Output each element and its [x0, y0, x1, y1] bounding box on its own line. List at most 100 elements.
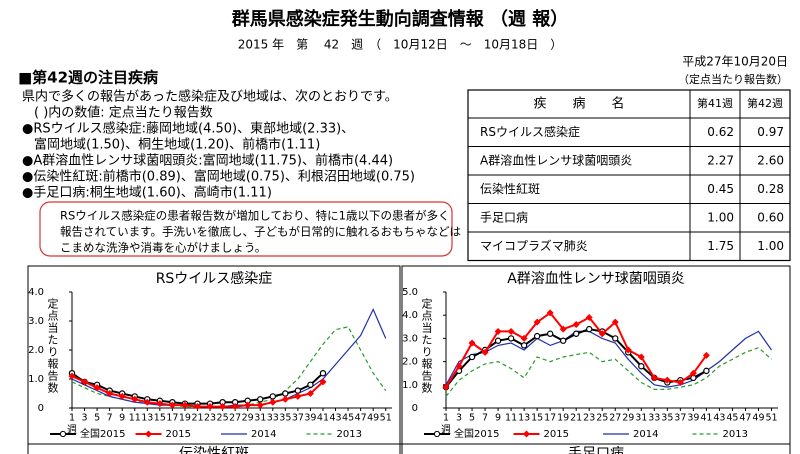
table-caption: （定点当たり報告数）	[678, 72, 788, 86]
x-tick-label: 31	[635, 413, 647, 424]
marker	[468, 353, 476, 361]
marker	[181, 401, 189, 409]
marker	[598, 330, 606, 338]
section-line: ●伝染性紅斑:前橋市(0.89)、富岡地域(0.75)、利根沼田地域(0.75)	[22, 169, 415, 185]
chart-title: RSウイルス感染症	[156, 270, 273, 287]
x-tick-label: 43	[713, 413, 725, 424]
marker	[507, 327, 515, 335]
marker	[611, 318, 619, 326]
marker	[637, 353, 645, 361]
table-cell: マイコプラズマ肺炎	[480, 238, 588, 253]
marker	[131, 395, 139, 403]
marker	[193, 403, 201, 411]
marker	[244, 401, 252, 409]
x-tick-label: 27	[609, 413, 621, 424]
marker	[468, 339, 476, 347]
x-tick-label: 49	[752, 413, 764, 424]
x-tick-label: 43	[329, 413, 341, 424]
x-tick-label: 35	[661, 413, 673, 424]
marker	[219, 403, 227, 411]
marker	[638, 363, 645, 370]
table-cell: 1.00	[707, 210, 734, 224]
marker	[663, 376, 671, 384]
y-tick-label: 0	[412, 403, 418, 414]
x-tick-label: 37	[292, 413, 304, 424]
marker	[559, 325, 567, 333]
y-tick-label: 3.0	[402, 333, 418, 344]
x-tick-label: 31	[254, 413, 266, 424]
marker	[93, 384, 101, 392]
y-tick-label: 3.0	[28, 316, 44, 327]
marker	[156, 400, 164, 408]
marker	[520, 342, 528, 349]
legend-label: 2013	[723, 429, 748, 440]
table-header: 疾 病 名	[533, 96, 624, 112]
series-line	[71, 326, 387, 408]
marker	[650, 374, 658, 382]
next-chart-title: 伝染性紅斑	[179, 446, 249, 454]
legend-label: 2014	[251, 429, 276, 440]
table-header: 第41週	[697, 96, 733, 110]
marker	[306, 390, 314, 397]
legend-label: 2014	[633, 429, 658, 440]
marker	[442, 383, 450, 391]
table-cell: 0.62	[707, 125, 734, 139]
x-tick-label: 7	[482, 413, 488, 424]
next-chart-title: 手足口病	[568, 446, 624, 454]
x-tick-label: 27	[229, 413, 241, 424]
x-tick-label: 5	[469, 413, 475, 424]
notice-line: こまめな洗浄や消毒を心がけましょう。	[60, 241, 266, 255]
x-tick-label: 3	[82, 413, 88, 424]
x-tick-label: 33	[648, 413, 660, 424]
marker	[546, 330, 554, 337]
legend-label: 全国2015	[454, 427, 499, 440]
legend-marker	[523, 430, 530, 438]
marker	[585, 314, 593, 322]
x-tick-label: 45	[342, 413, 354, 424]
x-tick-label: 29	[622, 413, 634, 424]
notice-box	[39, 201, 453, 257]
x-tick-label: 21	[191, 413, 203, 424]
x-tick-label: 23	[583, 413, 595, 424]
section-line: ●A群溶血性レンサ球菌咽頭炎:富岡地域(11.75)、前橋市(4.44)	[22, 153, 393, 169]
marker	[689, 369, 697, 377]
chart-title: A群溶血性レンサ球菌咽頭炎	[507, 271, 685, 287]
section-heading: ■第42週の注目疾病	[18, 69, 158, 87]
x-tick-label: 39	[304, 413, 316, 424]
legend-marker	[145, 430, 152, 438]
x-tick-label: 41	[317, 413, 329, 424]
x-tick-label: 45	[726, 413, 738, 424]
table-cell: 1.00	[757, 239, 784, 253]
marker	[81, 378, 89, 386]
y-tick-label: 5.0	[402, 287, 418, 298]
legend-marker	[433, 430, 441, 438]
x-tick-label: 47	[355, 413, 367, 424]
notice-line: 報告されています。手洗いを徹底し、子どもが日常的に触れるおもちゃなどは	[60, 225, 461, 239]
x-tick-label: 11	[129, 413, 141, 424]
marker	[702, 351, 710, 359]
y-tick-label: 0	[38, 403, 44, 414]
marker	[676, 378, 684, 386]
table-cell: 0.45	[707, 182, 734, 196]
x-tick-label: 11	[505, 413, 517, 424]
x-tick-label: 25	[596, 413, 608, 424]
legend-label: 2013	[337, 429, 362, 440]
x-tick-label: 47	[739, 413, 751, 424]
marker	[282, 390, 289, 397]
x-tick-label: 17	[166, 413, 178, 424]
marker	[143, 398, 151, 406]
marker	[118, 392, 126, 400]
x-tick-label: 51	[765, 413, 777, 424]
y-label: 定点当たり報告数	[46, 297, 59, 394]
marker	[294, 392, 302, 400]
marker	[586, 325, 593, 333]
marker	[572, 330, 580, 337]
chart-panel	[401, 265, 791, 454]
marker	[257, 396, 264, 403]
marker	[559, 337, 567, 344]
x-tick-label: 33	[267, 413, 279, 424]
legend-marker	[59, 430, 67, 438]
table-cell: 0.28	[757, 182, 784, 196]
y-tick-label: 2.0	[402, 357, 418, 368]
marker	[494, 337, 502, 344]
